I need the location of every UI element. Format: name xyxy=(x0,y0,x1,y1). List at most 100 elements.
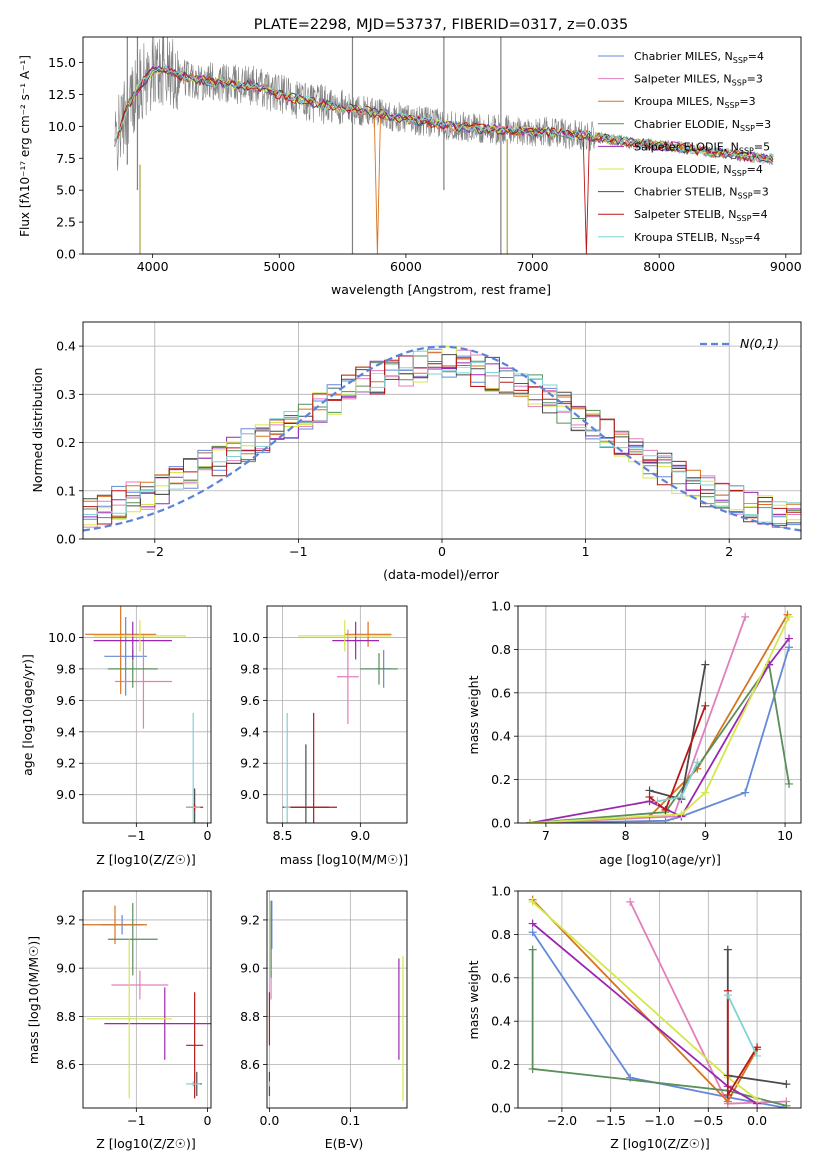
mass-vs-metallicity-plot: −1 0 8.6 8.8 9.0 9.2 xyxy=(56,890,212,1128)
weight-marker xyxy=(528,919,537,928)
x-tick-label: 4000 xyxy=(137,259,169,274)
weight-marker xyxy=(661,805,670,814)
y-tick-label: 9.2 xyxy=(56,756,76,771)
x-tick-label: 0 xyxy=(438,544,446,559)
axes-frame xyxy=(517,890,802,1109)
y-tick-label: 10.0 xyxy=(48,119,76,134)
weight-marker xyxy=(677,792,686,801)
weight-marker xyxy=(693,758,702,767)
weight-marker xyxy=(753,1095,762,1104)
y-tick-label: 9.0 xyxy=(56,787,76,802)
weight-vs-metallicity-panel: −2.0 −1.5 −1.0 −0.5 0.0 0.0 0.2 0.4 0.6 0.8 1.0 Z … xyxy=(466,884,802,1151)
weight-vs-age-x-label: age [log10(age/yr)] xyxy=(599,852,721,867)
legend-entry: Salpeter ELODIE, NSSP=5 xyxy=(634,140,770,155)
legend-entry: Salpeter STELIB, NSSP=4 xyxy=(634,208,768,223)
mass-vs-extinction-panel: 0.0 0.1 8.6 8.8 9.0 9.2 E(B-V) xyxy=(240,890,408,1151)
y-tick-label: 0.4 xyxy=(491,729,511,744)
residual-y-label: Normed distribution xyxy=(30,368,45,493)
x-tick-label: 2 xyxy=(725,544,733,559)
weight-marker xyxy=(723,1090,732,1099)
x-tick-label: 1 xyxy=(582,544,590,559)
y-tick-label: 0.4 xyxy=(491,1014,511,1029)
y-tick-label: 9.2 xyxy=(56,912,76,927)
y-tick-label: 0.0 xyxy=(491,816,511,831)
x-tick-label: 0 xyxy=(203,828,211,843)
y-tick-label: 9.6 xyxy=(240,693,260,708)
y-tick-label: 12.5 xyxy=(48,87,76,102)
residual-panel: −2 −1 0 1 2 0.0 0.1 0.2 0.3 0.4 N(0,1) (data-model… xyxy=(30,321,802,582)
weight-marker xyxy=(528,928,537,937)
age-vs-metallicity-x-label: Z [log10(Z/Z☉)] xyxy=(96,852,196,867)
weight-marker xyxy=(701,701,710,710)
x-tick-label: 10 xyxy=(777,828,793,843)
weight-marker xyxy=(677,810,686,819)
legend-entry: Salpeter MILES, NSSP=3 xyxy=(634,73,763,88)
weight-marker xyxy=(785,643,794,652)
weight-marker xyxy=(785,779,794,788)
weight-marker xyxy=(669,812,678,821)
age-vs-metallicity-y-label: age [log10(age/yr)] xyxy=(20,654,35,776)
y-tick-label: 9.4 xyxy=(56,724,76,739)
age-vs-metallicity-plot: −1 0 9.0 9.2 9.4 9.6 9.8 10.0 xyxy=(48,605,211,843)
weight-vs-age-y-label: mass weight xyxy=(466,675,481,754)
weight-marker xyxy=(723,945,732,954)
y-tick-label: 0.6 xyxy=(491,970,511,985)
x-tick-label: −1 xyxy=(127,828,145,843)
weight-marker xyxy=(785,634,794,643)
x-tick-label: −2 xyxy=(146,544,164,559)
y-tick-label: 0.3 xyxy=(56,387,76,402)
y-tick-label: 5.0 xyxy=(56,183,76,198)
spectrum-legend: Chabrier MILES, NSSP=4 Salpeter MILES, NS… xyxy=(598,50,771,246)
legend-entry: Kroupa STELIB, NSSP=4 xyxy=(634,231,760,246)
y-tick-label: 9.6 xyxy=(56,693,76,708)
weight-marker xyxy=(753,1043,762,1052)
weight-marker xyxy=(723,991,732,1000)
spectrum-plot: 4000 5000 6000 7000 8000 9000 0.0 2.5 5.0 7.5 10.0… xyxy=(48,36,802,274)
y-tick-label: 0.4 xyxy=(56,339,76,354)
y-tick-label: 8.8 xyxy=(56,1009,76,1024)
legend-entry: Kroupa ELODIE, NSSP=4 xyxy=(634,163,763,178)
y-tick-label: 1.0 xyxy=(491,599,511,614)
axes-frame xyxy=(82,321,802,540)
y-tick-label: 0.1 xyxy=(56,483,76,498)
x-tick-label: −2.0 xyxy=(547,1113,577,1128)
weight-vs-metallicity-y-label: mass weight xyxy=(466,960,481,1039)
weight-marker xyxy=(741,612,750,621)
residual-x-label: (data-model)/error xyxy=(383,567,500,582)
mass-vs-metallicity-x-label: Z [log10(Z/Z☉)] xyxy=(96,1136,196,1151)
x-tick-label: 0.1 xyxy=(340,1113,360,1128)
spectrum-x-label: wavelength [Angstrom, rest frame] xyxy=(331,282,551,297)
x-tick-label: −0.5 xyxy=(693,1113,723,1128)
weight-marker xyxy=(528,1064,537,1073)
legend-entry: N(0,1) xyxy=(740,336,779,351)
y-tick-label: 0.2 xyxy=(56,435,76,450)
y-tick-label: 0.6 xyxy=(491,685,511,700)
x-tick-label: 7 xyxy=(542,828,550,843)
weight-marker xyxy=(528,897,537,906)
y-tick-label: 0.0 xyxy=(56,247,76,262)
x-tick-label: 0.0 xyxy=(747,1113,767,1128)
weight-marker xyxy=(701,788,710,797)
spectrum-title: PLATE=2298, MJD=53737, FIBERID=0317, z=0… xyxy=(254,17,628,33)
legend-entry: Chabrier ELODIE, NSSP=3 xyxy=(634,118,771,133)
x-tick-label: 5000 xyxy=(263,259,295,274)
y-tick-label: 15.0 xyxy=(48,55,76,70)
mass-vs-extinction-plot: 0.0 0.1 8.6 8.8 9.0 9.2 xyxy=(240,890,408,1128)
x-tick-label: −1.0 xyxy=(644,1113,674,1128)
weight-line xyxy=(529,616,790,823)
x-tick-label: 7000 xyxy=(517,259,549,274)
model-spectrum xyxy=(114,63,774,164)
weight-marker xyxy=(741,788,750,797)
x-tick-label: 6000 xyxy=(390,259,422,274)
weight-marker xyxy=(626,897,635,906)
legend-entry: Kroupa MILES, NSSP=3 xyxy=(634,95,756,110)
axes-frame xyxy=(82,890,212,1109)
residual-histogram xyxy=(83,350,801,531)
axes-frame xyxy=(517,605,802,824)
weight-marker xyxy=(653,797,662,806)
weight-marker xyxy=(782,1080,791,1089)
x-tick-label: 0 xyxy=(203,1113,211,1128)
x-tick-label: 8000 xyxy=(643,259,675,274)
x-tick-label: 9000 xyxy=(770,259,802,274)
y-tick-label: 9.4 xyxy=(240,724,260,739)
